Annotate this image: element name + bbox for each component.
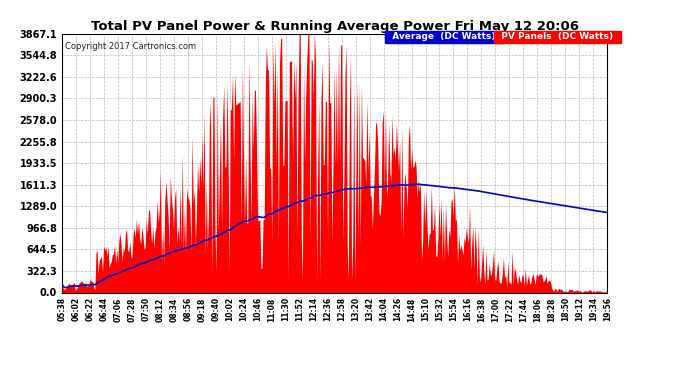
Text: Copyright 2017 Cartronics.com: Copyright 2017 Cartronics.com <box>65 42 196 51</box>
Text: PV Panels  (DC Watts): PV Panels (DC Watts) <box>495 33 620 42</box>
Text: Average  (DC Watts): Average (DC Watts) <box>386 33 502 42</box>
Title: Total PV Panel Power & Running Average Power Fri May 12 20:06: Total PV Panel Power & Running Average P… <box>90 20 579 33</box>
